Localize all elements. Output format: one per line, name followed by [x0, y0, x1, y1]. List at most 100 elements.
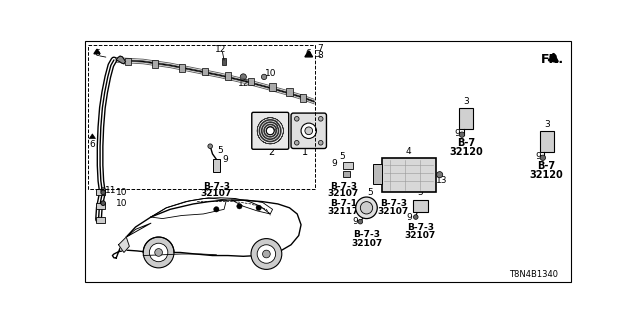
Bar [125, 58, 131, 65]
Text: 9: 9 [332, 159, 337, 168]
Circle shape [358, 219, 363, 224]
Text: FR.: FR. [541, 53, 564, 66]
Circle shape [436, 172, 443, 178]
Text: 9: 9 [454, 129, 460, 138]
Circle shape [540, 155, 545, 160]
Text: 9: 9 [352, 217, 358, 226]
Text: 7: 7 [317, 44, 323, 53]
Circle shape [266, 127, 274, 135]
FancyBboxPatch shape [252, 112, 289, 149]
Polygon shape [94, 49, 100, 54]
Bar [96, 203, 106, 209]
Polygon shape [118, 237, 129, 252]
Text: 9: 9 [406, 212, 412, 221]
Circle shape [101, 201, 106, 205]
Bar [372, 164, 382, 184]
Text: 32107: 32107 [404, 231, 436, 240]
Circle shape [143, 237, 174, 268]
Text: B-7-3: B-7-3 [353, 230, 380, 239]
Text: 8: 8 [317, 51, 323, 60]
Bar [96, 189, 106, 196]
Bar [413, 200, 428, 212]
Bar [300, 94, 307, 101]
Text: 11: 11 [105, 186, 116, 195]
Text: 4: 4 [406, 147, 412, 156]
Circle shape [460, 132, 465, 137]
Polygon shape [113, 200, 301, 258]
Polygon shape [90, 134, 95, 139]
Bar [459, 108, 473, 129]
Text: B-7-3: B-7-3 [380, 199, 407, 208]
Text: 32107: 32107 [378, 207, 409, 216]
Bar [212, 159, 220, 172]
Text: T8N4B1340: T8N4B1340 [509, 270, 558, 279]
Text: 12: 12 [237, 78, 249, 88]
Circle shape [294, 116, 299, 121]
Circle shape [319, 140, 323, 145]
Text: 10: 10 [116, 199, 127, 208]
Bar [540, 131, 554, 152]
Text: 32120: 32120 [530, 170, 564, 180]
Text: 32117: 32117 [328, 207, 359, 216]
Text: 2: 2 [269, 147, 275, 157]
Circle shape [413, 215, 418, 219]
Text: B-7: B-7 [457, 138, 475, 148]
Circle shape [360, 202, 372, 214]
Text: 1: 1 [302, 147, 308, 157]
Circle shape [319, 116, 323, 121]
Text: 32107: 32107 [201, 189, 232, 198]
Polygon shape [305, 51, 312, 57]
Bar [382, 158, 436, 192]
Circle shape [101, 188, 106, 192]
Bar [248, 78, 254, 85]
Text: B-7-1: B-7-1 [330, 199, 357, 208]
Text: 6: 6 [94, 49, 100, 58]
Circle shape [356, 197, 378, 219]
Text: 5: 5 [218, 146, 223, 155]
Circle shape [240, 74, 246, 80]
Text: 32120: 32120 [449, 147, 483, 156]
Circle shape [101, 190, 106, 195]
Text: 12: 12 [214, 45, 226, 54]
Circle shape [214, 207, 219, 212]
Text: 6: 6 [306, 49, 312, 58]
Text: 32107: 32107 [351, 239, 382, 248]
Circle shape [155, 249, 163, 256]
Circle shape [294, 140, 299, 145]
Text: 13: 13 [436, 176, 448, 185]
Text: B-7: B-7 [538, 161, 556, 171]
Circle shape [301, 123, 316, 139]
Circle shape [256, 205, 261, 211]
Bar [225, 72, 231, 80]
Text: 10: 10 [264, 68, 276, 77]
Text: 3: 3 [463, 97, 468, 106]
Bar [221, 59, 227, 65]
Text: 32107: 32107 [328, 189, 359, 198]
Text: B-7-3: B-7-3 [203, 182, 230, 191]
Bar [179, 64, 185, 71]
Circle shape [257, 245, 276, 263]
Text: 9: 9 [535, 152, 541, 161]
Bar [96, 217, 106, 223]
Circle shape [149, 243, 168, 262]
Text: 3: 3 [544, 120, 550, 129]
Text: 5: 5 [339, 152, 345, 161]
Bar [269, 83, 276, 91]
Text: 6: 6 [90, 140, 95, 149]
Circle shape [305, 127, 312, 135]
Text: B-7-3: B-7-3 [330, 182, 357, 191]
Circle shape [208, 144, 212, 148]
Bar [202, 68, 208, 75]
Text: 9: 9 [223, 155, 228, 164]
Text: 5: 5 [367, 188, 373, 197]
Text: B-7-3: B-7-3 [407, 222, 434, 232]
Text: 5: 5 [417, 188, 423, 197]
FancyBboxPatch shape [291, 113, 326, 148]
Bar [344, 171, 349, 177]
Circle shape [262, 250, 270, 258]
Circle shape [237, 204, 242, 209]
Circle shape [261, 74, 267, 80]
Bar [344, 162, 353, 169]
Circle shape [251, 239, 282, 269]
Bar [287, 88, 292, 96]
